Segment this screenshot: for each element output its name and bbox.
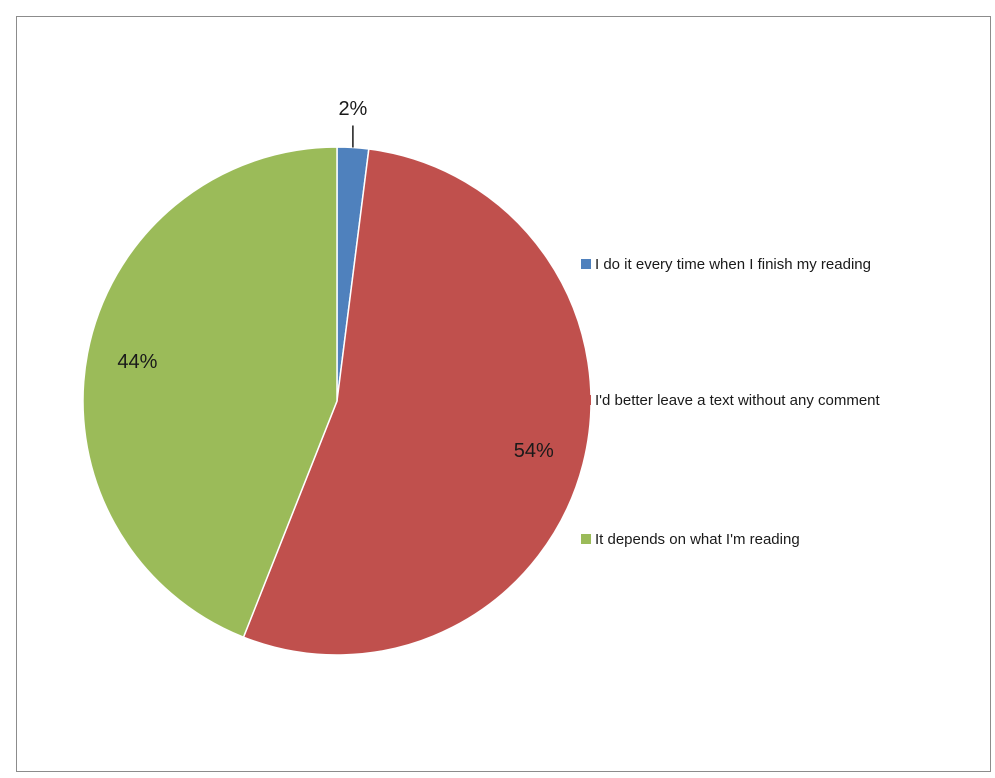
legend-swatch-2 xyxy=(581,534,591,544)
legend-item-2: It depends on what I'm reading xyxy=(581,529,800,549)
legend-label-1: I'd better leave a text without any comm… xyxy=(595,391,880,409)
data-label-1: 54% xyxy=(514,440,554,462)
chart-frame: 2% 54% 44% I do it every time when I finis… xyxy=(16,16,991,772)
pie-slice-2 xyxy=(82,146,338,639)
pie-slices xyxy=(82,146,592,656)
legend-swatch-1 xyxy=(581,395,591,405)
pie-chart: 2% 54% 44% xyxy=(82,98,592,656)
legend-label-0: I do it every time when I finish my read… xyxy=(595,255,871,273)
data-label-2: 44% xyxy=(117,351,157,373)
legend-item-0: I do it every time when I finish my read… xyxy=(581,254,871,274)
pie-slice-1 xyxy=(242,148,592,656)
pie-data-labels: 2% 54% 44% xyxy=(117,98,554,462)
legend-swatch-0 xyxy=(581,259,591,269)
legend-item-1: I'd better leave a text without any comm… xyxy=(581,390,880,410)
legend-label-2: It depends on what I'm reading xyxy=(595,530,800,548)
data-label-0: 2% xyxy=(338,98,367,120)
